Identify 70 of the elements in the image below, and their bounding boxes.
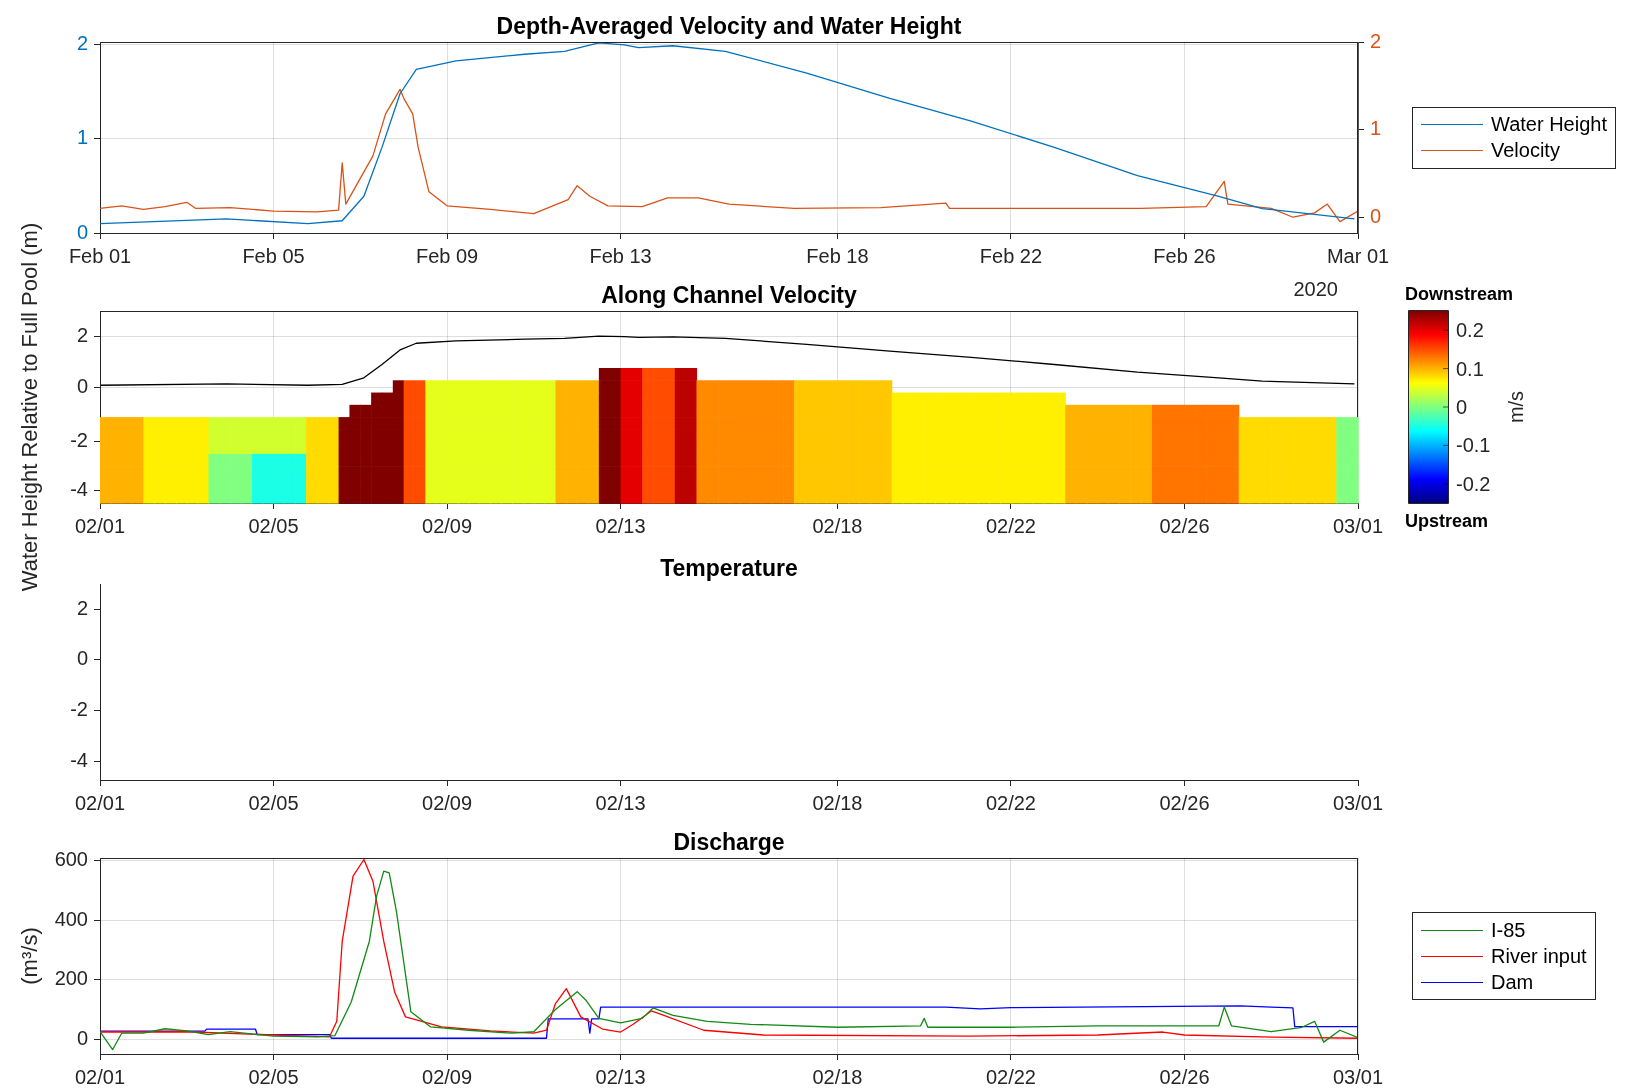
x-tick-label: Feb 13	[589, 244, 652, 267]
color-bar-label: 0.2	[1456, 319, 1484, 342]
legend-label: Velocity	[1491, 139, 1560, 162]
y2-tick-label: 1	[1370, 117, 1382, 140]
x-tick-label: Feb 09	[415, 244, 479, 267]
y-tick-label: 2	[76, 324, 88, 347]
y-tick-label: -2	[70, 429, 88, 452]
chart-title: Along Channel Velocity	[601, 282, 857, 309]
x-tick-label: Mar 01	[1326, 244, 1390, 267]
color-bar-label: -0.2	[1456, 472, 1491, 495]
x-tick-label: 02/05	[248, 791, 299, 814]
legend-label: Water Height	[1491, 113, 1607, 136]
legend-label: River input	[1491, 944, 1587, 968]
x-tick-label: 02/05	[248, 514, 299, 537]
x-tick-label: 02/22	[985, 1065, 1036, 1088]
y-tick-label: 0	[76, 220, 88, 243]
x-tick-label: 03/01	[1332, 791, 1384, 814]
x-tick-label: 02/18	[812, 791, 863, 814]
x-tick-label: 02/13	[595, 1065, 646, 1088]
y-tick-label: 400	[54, 907, 88, 930]
x-tick-label: 02/22	[985, 791, 1036, 814]
x-tick-label: 02/26	[1159, 1065, 1210, 1088]
y-axis-title: (m³/s)	[16, 927, 43, 985]
x-tick-label: 02/09	[422, 1065, 473, 1088]
x-tick-label: 02/01	[74, 791, 126, 814]
y-tick-label: 0	[76, 647, 88, 670]
y-tick-label: 1	[76, 126, 88, 149]
y-tick-label: 200	[54, 967, 88, 990]
y-tick-label: -4	[70, 748, 88, 771]
legend-label: Dam	[1491, 970, 1534, 994]
x-tick-label: 02/09	[422, 791, 473, 814]
x-tick-label: 02/01	[74, 1065, 126, 1088]
chart-title: Depth-Averaged Velocity and Water Height	[496, 13, 962, 40]
y-tick-label: -4	[70, 478, 88, 501]
y-tick-label: 0	[76, 375, 88, 398]
color-bar-title: m/s	[1505, 390, 1527, 424]
x-tick-label: Feb 22	[979, 244, 1043, 267]
chart-title: Temperature	[660, 555, 798, 582]
y2-tick-label: 0	[1370, 204, 1382, 227]
x-tick-label: 02/01	[74, 514, 126, 537]
y-tick-label: 2	[76, 32, 88, 55]
chart-title: Discharge	[673, 829, 785, 856]
y-tick-label: 600	[54, 848, 88, 871]
color-bar-label: 0	[1456, 396, 1468, 418]
x-tick-label: 02/26	[1159, 514, 1210, 537]
x-tick-label: 02/18	[812, 514, 863, 537]
y-tick-label: 2	[76, 596, 88, 619]
x-tick-label: 02/13	[595, 514, 646, 537]
y-tick-label: -2	[70, 697, 88, 720]
x-tick-label: 03/01	[1332, 514, 1384, 537]
y2-tick-label: 2	[1370, 29, 1382, 52]
x-tick-label: Feb 01	[68, 244, 132, 267]
y-tick-label: 0	[76, 1026, 88, 1049]
x-tick-label: Feb 26	[1153, 244, 1216, 267]
x-tick-label: 02/26	[1159, 791, 1210, 814]
x-tick-label: 03/01	[1332, 1065, 1384, 1088]
color-bar-label: 0.1	[1456, 357, 1484, 380]
x-tick-label: 02/05	[248, 1065, 299, 1088]
text: Upstream	[1405, 511, 1489, 532]
x-tick-label: Feb 18	[806, 244, 869, 267]
text: Downstream	[1405, 284, 1514, 305]
y-axis-title: Water Height Relative to Full Pool (m)	[16, 222, 43, 592]
x-tick-label: 02/18	[812, 1065, 863, 1088]
x-tick-label: 02/22	[985, 514, 1036, 537]
legend-label: I-85	[1491, 918, 1526, 942]
x-tick-label: 02/13	[595, 791, 646, 814]
text: 2020	[1293, 278, 1338, 300]
x-tick-label: Feb 05	[242, 244, 305, 267]
x-tick-label: 02/09	[422, 514, 473, 537]
color-bar-label: -0.1	[1456, 434, 1491, 457]
